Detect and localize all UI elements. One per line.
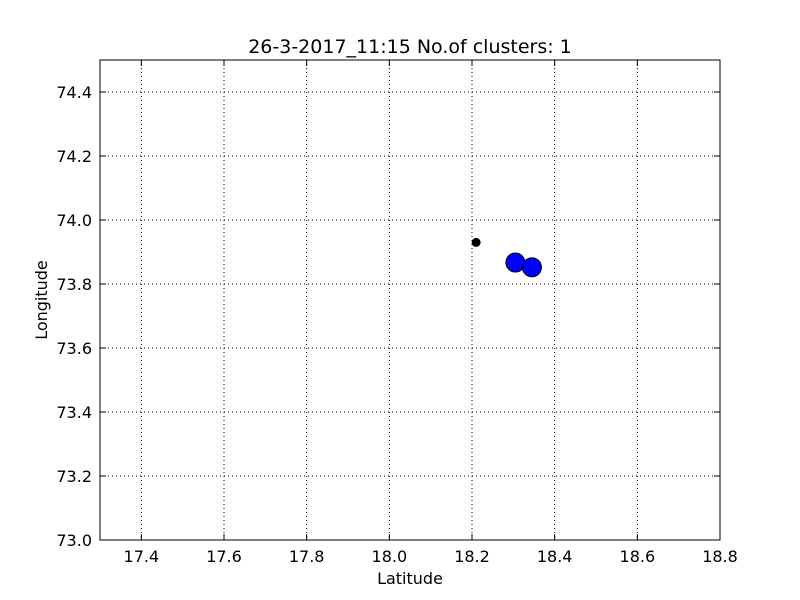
x-axis-label: Latitude xyxy=(377,569,443,588)
y-tick-label: 74.2 xyxy=(56,147,92,166)
outlier-point xyxy=(471,237,481,247)
y-tick-label: 73.6 xyxy=(56,339,92,358)
x-tick-label: 17.4 xyxy=(124,547,160,566)
plot-frame xyxy=(99,59,721,541)
y-tick-label: 74.4 xyxy=(56,83,92,102)
y-tick-label: 74.0 xyxy=(56,211,92,230)
grid-lines xyxy=(100,60,721,541)
y-tick-label: 73.0 xyxy=(56,531,92,550)
x-tick-labels: 17.4 17.6 17.8 18.0 18.2 18.4 18.6 18.8 xyxy=(124,547,738,566)
x-tick-label: 18.0 xyxy=(372,547,408,566)
data-points xyxy=(471,237,542,278)
cluster-point xyxy=(505,252,526,273)
y-axis-label: Longitude xyxy=(32,260,51,340)
x-tick-label: 17.8 xyxy=(289,547,325,566)
x-tick-label: 18.6 xyxy=(620,547,656,566)
y-tick-label: 73.2 xyxy=(56,467,92,486)
y-tick-label: 73.8 xyxy=(56,275,92,294)
x-tick-label: 18.2 xyxy=(454,547,490,566)
x-tick-label: 18.8 xyxy=(702,547,738,566)
y-tick-labels: 73.0 73.2 73.4 73.6 73.8 74.0 74.2 74.4 xyxy=(56,83,92,550)
chart-title: 26-3-2017_11:15 No.of clusters: 1 xyxy=(248,36,572,58)
x-tick-label: 17.6 xyxy=(206,547,242,566)
axis-ticks xyxy=(100,60,721,541)
cluster-point xyxy=(521,257,542,278)
x-tick-label: 18.4 xyxy=(537,547,573,566)
y-tick-label: 73.4 xyxy=(56,403,92,422)
